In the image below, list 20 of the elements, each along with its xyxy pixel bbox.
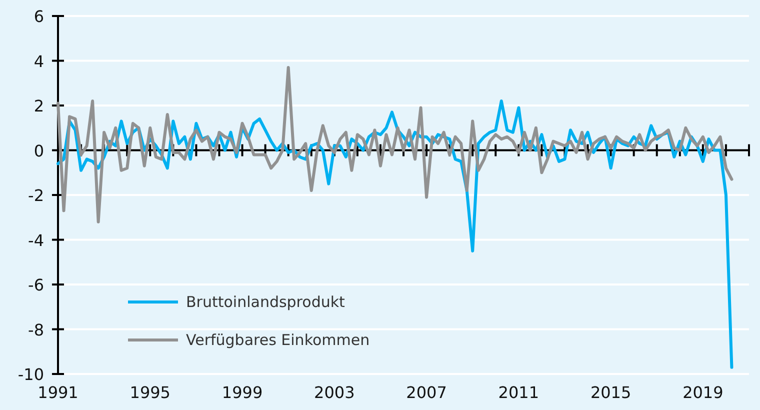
x-tick-label: 2015 — [590, 383, 632, 402]
x-tick-label: 2019 — [682, 383, 724, 402]
x-tick-label: 1991 — [38, 383, 78, 402]
y-tick-label: -4 — [28, 230, 44, 250]
y-tick-label: -8 — [28, 320, 44, 340]
x-tick-label: 1995 — [130, 383, 170, 402]
y-tick-label: -6 — [28, 276, 44, 294]
legend-label: Verfügbares Einkommen — [186, 331, 370, 349]
y-tick-label: 4 — [34, 52, 44, 71]
y-tick-label: -10 — [18, 365, 44, 384]
x-tick-label: 2011 — [498, 383, 540, 402]
x-tick-label: 1999 — [222, 383, 263, 402]
legend-label: Bruttoinlandsprodukt — [186, 293, 346, 311]
y-tick-label: 6 — [34, 7, 44, 26]
y-tick-label: 0 — [34, 141, 44, 160]
x-tick-label: 2003 — [314, 383, 355, 402]
x-tick-label: 2007 — [406, 383, 447, 402]
y-tick-label: -2 — [28, 186, 44, 205]
line-series — [56, 66, 734, 224]
y-tick-label: 2 — [34, 96, 44, 116]
